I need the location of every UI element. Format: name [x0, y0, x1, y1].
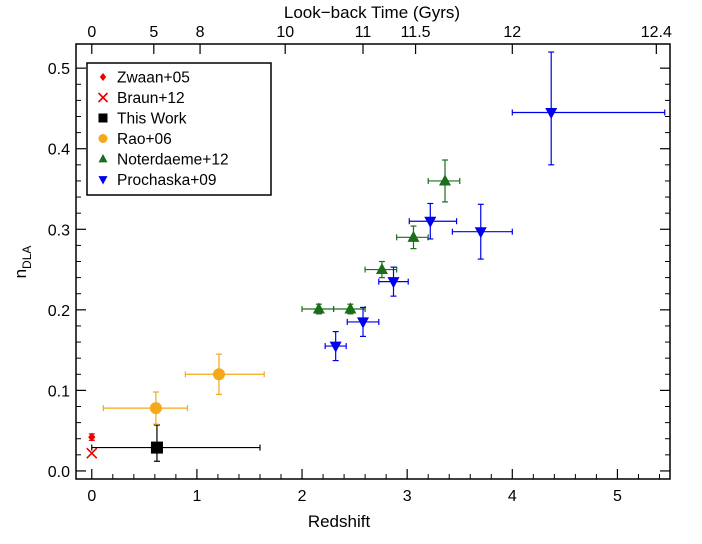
x-tick-label: 1 — [192, 488, 201, 505]
legend-marker-diamond — [99, 73, 107, 81]
data-series — [86, 51, 666, 462]
legend-label: This Work — [117, 111, 187, 128]
top-tick-label: 8 — [196, 24, 205, 41]
marker-triangle-down — [387, 277, 400, 289]
marker-diamond — [88, 432, 96, 442]
data-point — [451, 203, 513, 260]
legend-marker-circle — [98, 134, 108, 143]
legend-label: Rao+06 — [117, 131, 172, 148]
x-tick-label: 2 — [298, 488, 307, 505]
y-axis-title-main: n — [11, 269, 30, 278]
top-tick-label: 5 — [149, 24, 158, 41]
svg-text:nDLA: nDLA — [11, 246, 34, 279]
data-point — [332, 302, 366, 315]
marker-triangle-down — [474, 227, 487, 239]
y-axis-title: nDLA — [11, 246, 34, 279]
tick-labels: 0 1 2 3 4 50.00.10.20.30.40.50 5 8 10 11 11.5 12 12.… — [48, 24, 672, 505]
top-axis-title: Look−back Time (Gyrs) — [284, 3, 460, 22]
data-point — [346, 306, 380, 338]
data-point — [378, 266, 409, 297]
legend-label: Prochaska+09 — [117, 172, 217, 189]
legend-marker-square — [98, 113, 108, 123]
y-tick-label: 0.1 — [48, 383, 70, 400]
legend-marker-triangle-down — [98, 176, 108, 185]
legend-entry: This Work — [98, 111, 187, 128]
marker-triangle-down — [329, 341, 342, 353]
series-rao-06 — [102, 353, 265, 425]
data-point — [364, 260, 398, 279]
marker-x — [86, 447, 98, 459]
x-axis-title: Redshift — [308, 512, 371, 531]
top-tick-label: 11.5 — [401, 24, 431, 41]
legend: Zwaan+05 Braun+12 This Work Rao+06 Noterdaem… — [86, 62, 272, 196]
x-tick-label: 5 — [613, 488, 622, 505]
legend-entry: Zwaan+05 — [99, 70, 190, 87]
series-this-work — [91, 424, 261, 462]
data-point — [511, 51, 666, 166]
marker-triangle-down — [545, 107, 558, 120]
data-point — [427, 159, 461, 203]
legend-box — [86, 62, 272, 196]
marker-triangle-up — [439, 174, 452, 186]
marker-triangle-up — [407, 230, 420, 242]
x-tick-label: 3 — [403, 488, 412, 505]
marker-square — [150, 441, 163, 454]
data-point — [86, 447, 98, 459]
y-tick-label: 0.3 — [48, 222, 70, 239]
legend-entry: Prochaska+09 — [98, 172, 217, 189]
legend-label: Noterdaeme+12 — [117, 152, 229, 169]
y-tick-label: 0.5 — [48, 61, 70, 78]
data-point — [88, 432, 96, 442]
top-tick-label: 12 — [503, 24, 521, 41]
data-point — [102, 391, 189, 425]
top-tick-label: 10 — [276, 24, 294, 41]
top-tick-label: 0 — [87, 24, 96, 41]
marker-triangle-up — [344, 302, 357, 314]
x-tick-label: 4 — [508, 488, 517, 505]
x-tick-label: 0 — [87, 488, 96, 505]
y-tick-label: 0.0 — [48, 464, 70, 481]
series-prochaska-09 — [324, 51, 666, 362]
marker-circle — [149, 402, 162, 415]
data-point — [396, 225, 429, 250]
legend-marker-x — [97, 92, 109, 103]
y-tick-label: 0.2 — [48, 303, 70, 320]
series-noterdaeme-12 — [301, 159, 461, 315]
legend-label: Braun+12 — [117, 90, 185, 107]
y-axis-title-sub: DLA — [20, 246, 34, 269]
y-tick-label: 0.4 — [48, 142, 70, 159]
data-point — [408, 202, 458, 240]
top-tick-label: 12.4 — [641, 24, 672, 41]
marker-triangle-up — [375, 262, 388, 275]
tick-marks — [76, 44, 670, 479]
marker-triangle-up — [312, 302, 325, 314]
legend-entry: Braun+12 — [97, 90, 185, 107]
legend-label: Zwaan+05 — [117, 70, 190, 87]
legend-entry: Rao+06 — [98, 131, 172, 148]
legend-entry: Noterdaeme+12 — [98, 152, 229, 169]
legend-marker-triangle-up — [98, 154, 108, 163]
series-braun-12 — [86, 447, 98, 459]
series-zwaan-05 — [88, 432, 96, 442]
data-point — [324, 330, 347, 362]
marker-circle — [212, 368, 225, 381]
top-tick-label: 11 — [355, 24, 372, 41]
data-point — [91, 424, 261, 462]
marker-triangle-down — [424, 216, 437, 228]
marker-triangle-down — [357, 317, 370, 329]
data-point — [301, 302, 335, 315]
data-point — [184, 353, 265, 396]
